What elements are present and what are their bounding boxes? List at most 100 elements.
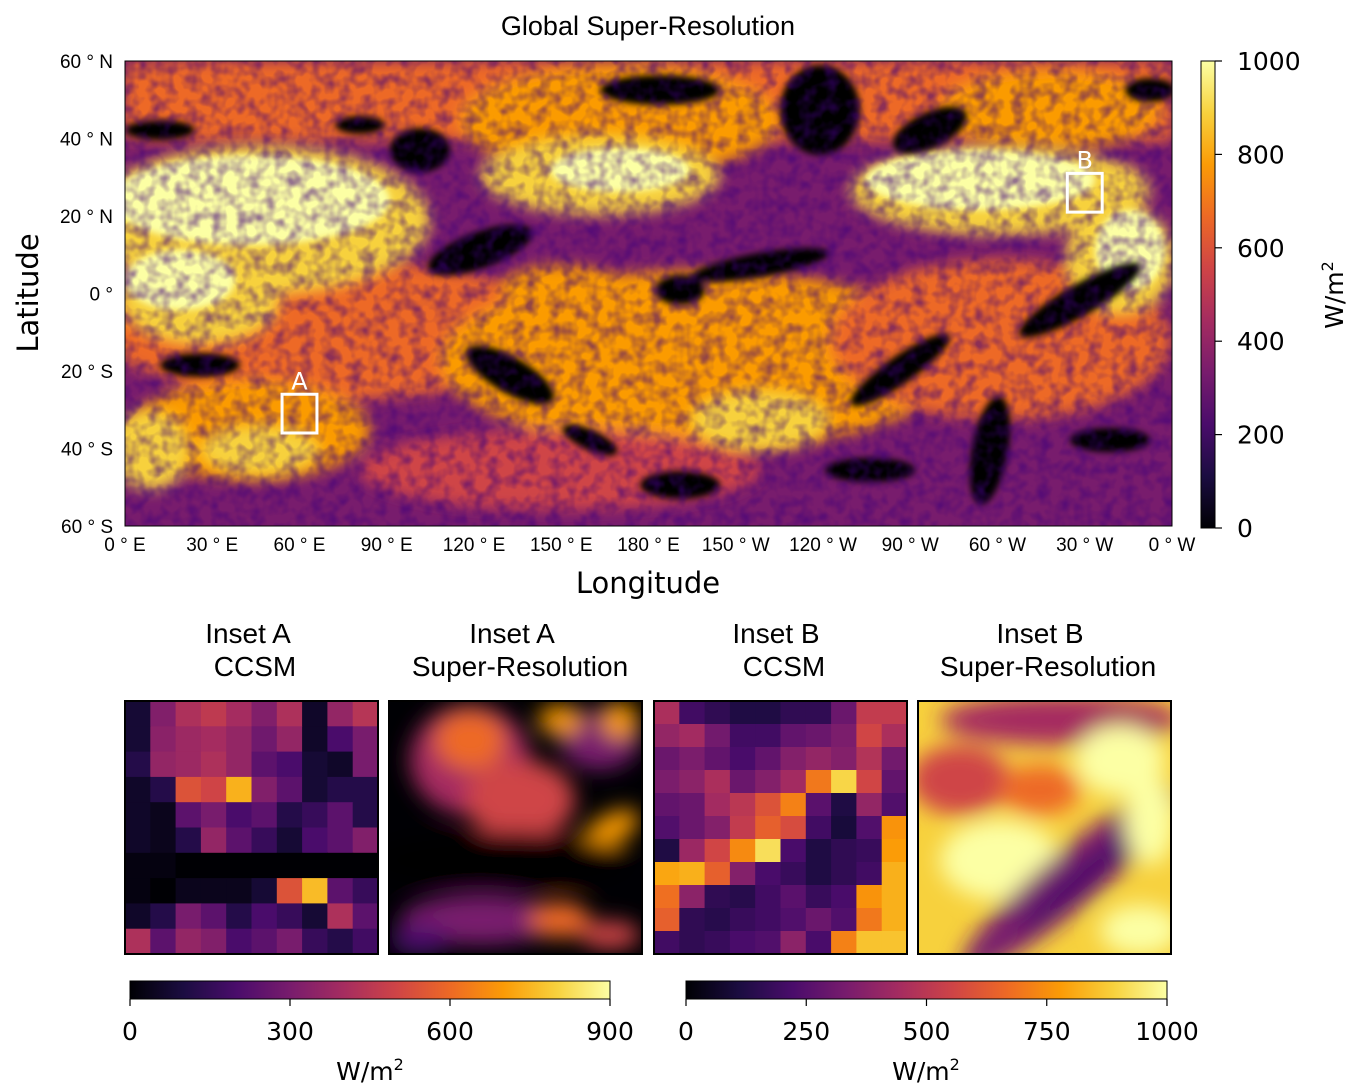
heatmap-cell bbox=[251, 802, 278, 829]
heatmap-cell bbox=[276, 751, 303, 778]
heatmap-cell bbox=[276, 852, 303, 879]
heatmap-cell bbox=[704, 770, 731, 794]
inset-b-box-label: B bbox=[1077, 146, 1093, 174]
colorbar-tick-label: 600 bbox=[426, 1017, 474, 1046]
heatmap-cell bbox=[805, 839, 832, 863]
heatmap-cell bbox=[704, 862, 731, 886]
heatmap-cell bbox=[780, 839, 807, 863]
heatmap-cell bbox=[175, 701, 202, 727]
heatmap-cell bbox=[175, 878, 202, 904]
heatmap-cell bbox=[831, 885, 857, 909]
heatmap-cell bbox=[200, 726, 227, 753]
y-axis-ticks: 60 ° N 40 ° N 20 ° N 0 ° 20 ° S 40 ° S 60 ° S bbox=[60, 52, 113, 538]
heatmap-cell bbox=[704, 724, 731, 748]
heatmap-cell bbox=[831, 862, 857, 886]
y-tick-label: 0 ° bbox=[90, 285, 113, 306]
heatmap-cell bbox=[755, 839, 782, 863]
heatmap-cell bbox=[302, 852, 328, 879]
inset-a-box-label: A bbox=[291, 367, 308, 395]
heatmap-cell bbox=[881, 747, 908, 771]
colorbar-tick-label: 0 bbox=[1237, 514, 1253, 543]
heatmap-cell bbox=[150, 726, 177, 753]
heatmap-cell bbox=[150, 701, 177, 727]
heatmap-cell bbox=[679, 839, 706, 863]
heatmap-cell bbox=[125, 726, 151, 753]
heatmap-cell bbox=[831, 747, 857, 771]
heatmap-cell bbox=[226, 701, 253, 727]
heatmap-cell bbox=[251, 903, 278, 930]
heatmap-cell bbox=[150, 751, 177, 778]
x-tick-label: 120 ° E bbox=[443, 535, 506, 556]
colorbar-tick-label: 0 bbox=[122, 1017, 138, 1046]
heatmap-cell bbox=[881, 701, 908, 725]
inset-a-box bbox=[280, 392, 319, 435]
y-tick-label: 20 ° N bbox=[60, 207, 113, 228]
heatmap-cell bbox=[679, 770, 706, 794]
heatmap-cell bbox=[780, 816, 807, 840]
heatmap-cell bbox=[302, 928, 328, 955]
inset-a-colorbar bbox=[129, 980, 611, 1000]
main-colorbar-label: W/m2 bbox=[1318, 261, 1349, 329]
colorbar-tick-label: 300 bbox=[266, 1017, 314, 1046]
heatmap-cell bbox=[679, 747, 706, 771]
heatmap-cell bbox=[755, 931, 782, 955]
heatmap-cell bbox=[704, 885, 731, 909]
heatmap-cell bbox=[679, 908, 706, 932]
x-tick-label: 90 ° E bbox=[361, 535, 413, 556]
inset-a-colorbar-unit: W/m bbox=[336, 1057, 394, 1086]
heatmap-cell bbox=[856, 724, 883, 748]
heatmap-cell bbox=[780, 931, 807, 955]
inset-a-colorbar-label: W/m2 bbox=[336, 1055, 404, 1086]
x-tick-label: 30 ° E bbox=[186, 535, 238, 556]
heatmap-cell bbox=[729, 862, 756, 886]
heatmap-cell bbox=[805, 701, 832, 725]
heatmap-cell bbox=[755, 724, 782, 748]
y-tick-label: 60 ° N bbox=[60, 52, 113, 73]
heatmap-cell bbox=[881, 908, 908, 932]
x-axis-ticks: 0 ° E 30 ° E 60 ° E 90 ° E 120 ° E 150 ° E 180… bbox=[104, 535, 1195, 556]
heatmap-cell bbox=[679, 931, 706, 955]
heatmap-cell bbox=[302, 701, 328, 727]
heatmap-cell bbox=[251, 878, 278, 904]
heatmap-cell bbox=[856, 839, 883, 863]
heatmap-cell bbox=[251, 852, 278, 879]
heatmap-cell bbox=[755, 701, 782, 725]
heatmap-cell bbox=[150, 903, 177, 930]
heatmap-cell bbox=[856, 885, 883, 909]
heatmap-cell bbox=[831, 724, 857, 748]
heatmap-cell bbox=[831, 770, 857, 794]
heatmap-cell bbox=[327, 701, 354, 727]
heatmap-cell bbox=[856, 931, 883, 955]
heatmap-cell bbox=[704, 839, 731, 863]
heatmap-cell bbox=[881, 839, 908, 863]
heatmap-cell bbox=[729, 908, 756, 932]
heatmap-cell bbox=[125, 852, 151, 879]
heatmap-cell bbox=[856, 908, 883, 932]
main-colorbar-unit: W/m bbox=[1320, 271, 1349, 329]
colorbar-tick-label: 250 bbox=[782, 1017, 830, 1046]
heatmap-cell bbox=[200, 701, 227, 727]
colorbar-tick-label: 800 bbox=[1237, 140, 1285, 169]
heatmap-cell bbox=[780, 908, 807, 932]
heatmap-cell bbox=[276, 827, 303, 854]
heatmap-cell bbox=[729, 793, 756, 817]
heatmap-cell bbox=[856, 793, 883, 817]
heatmap-cell bbox=[352, 827, 379, 854]
heatmap-cell bbox=[679, 793, 706, 817]
global-map bbox=[125, 61, 1172, 526]
heatmap-cell bbox=[276, 802, 303, 829]
heatmap-cell bbox=[755, 747, 782, 771]
heatmap-cell bbox=[704, 747, 731, 771]
heatmap-cell bbox=[881, 885, 908, 909]
heatmap-cell bbox=[125, 776, 151, 803]
heatmap-cell bbox=[150, 827, 177, 854]
inset-a-sr-frame bbox=[388, 700, 643, 955]
heatmap-cell bbox=[327, 928, 354, 955]
heatmap-cell bbox=[150, 802, 177, 829]
main-colorbar-ticks: 0 200 400 600 800 1000 bbox=[1215, 47, 1301, 543]
heatmap-cell bbox=[276, 903, 303, 930]
heatmap-cell bbox=[226, 903, 253, 930]
heatmap-cell bbox=[805, 747, 832, 771]
heatmap-cell bbox=[654, 885, 680, 909]
heatmap-cell bbox=[352, 726, 379, 753]
